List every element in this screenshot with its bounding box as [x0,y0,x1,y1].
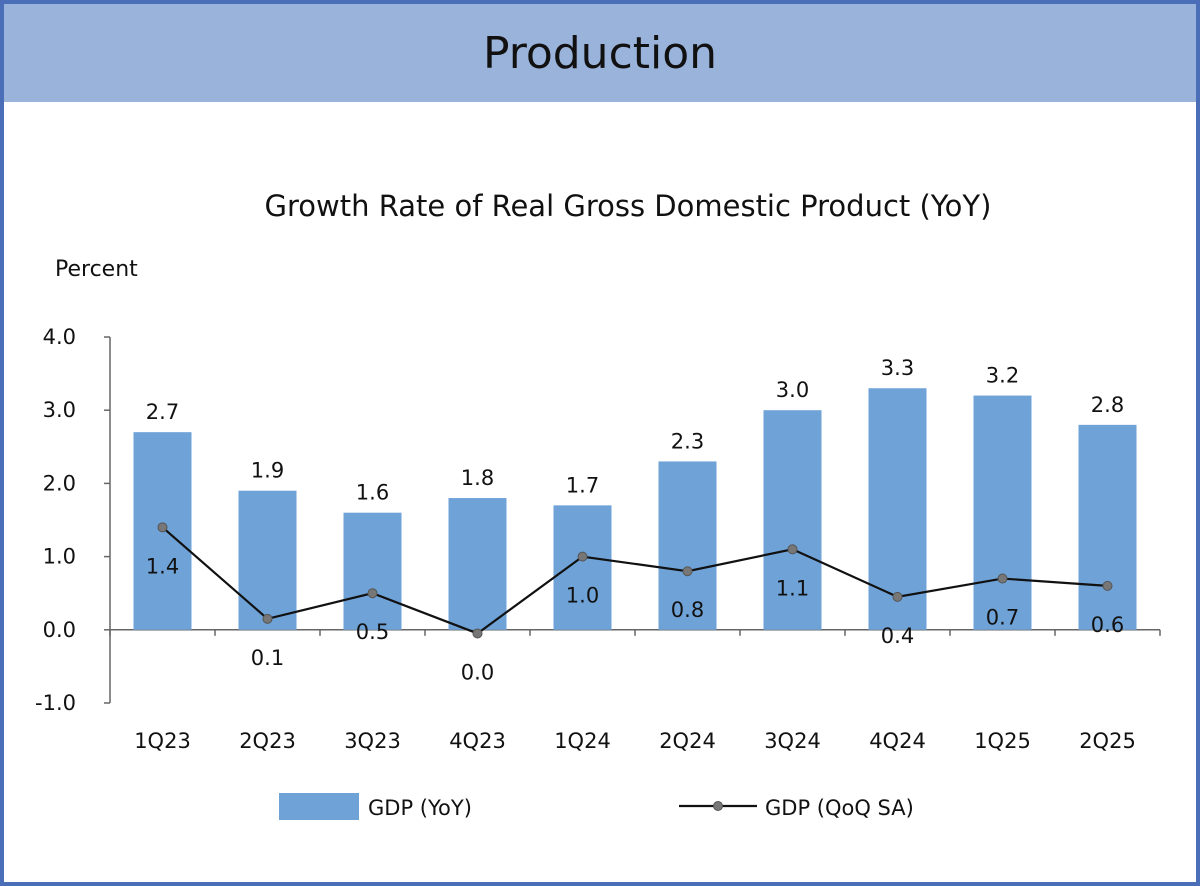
legend-line-marker [713,801,723,811]
bar [1078,424,1137,630]
line-marker [682,566,693,577]
legend-bar-swatch [279,793,359,820]
x-tick-label: 3Q23 [344,729,401,753]
y-axis-label: Percent [55,257,138,282]
x-tick-label: 1Q24 [554,729,611,753]
bar [343,512,402,630]
bar-data-label: 1.8 [461,466,494,490]
qoq-line [161,526,1108,635]
bar-data-label: 3.3 [881,356,914,380]
line-data-label: 0.0 [461,660,494,684]
y-tick-label: 3.0 [43,398,76,422]
bar [448,498,507,630]
line-data-label: 1.4 [146,554,179,578]
bar-data-label: 2.8 [1091,393,1124,417]
legend-line-label: GDP (QoQ SA) [765,796,914,820]
line-data-label: 1.0 [566,584,599,608]
bar [763,410,822,630]
line-marker [157,522,168,533]
bar [868,388,927,630]
bar [973,395,1032,630]
page-title: Production [482,27,718,79]
y-tick-label: 0.0 [43,618,76,642]
x-tick-label: 1Q25 [974,729,1031,753]
bar [238,490,297,630]
line-data-label: 0.5 [356,620,389,644]
x-tick-label: 1Q23 [134,729,191,753]
line-data-label: 0.8 [671,598,704,622]
legend-bar-label: GDP (YoY) [368,796,472,820]
line-series: 1.4 0.1 0.5 0.0 1.0 0.8 1.1 0.4 0.7 0.6 [146,522,1124,684]
line-data-label: 0.4 [881,624,914,648]
axes: 4.0 3.0 2.0 1.0 0.0 -1.0 1Q23 2Q23 3Q23 4Q23 1Q24 2… [35,325,1161,753]
line-data-label: 1.1 [776,576,809,600]
line-data-label: 0.7 [986,606,1019,630]
header-bar: Production [4,4,1196,102]
chart-title: Growth Rate of Real Gross Domestic Produ… [265,189,992,223]
x-tick-label: 4Q23 [449,729,506,753]
bar-data-label: 3.2 [986,364,1019,388]
line-marker [367,588,378,599]
line-data-label: 0.6 [1091,613,1124,637]
bar-data-label: 3.0 [776,378,809,402]
line-marker [787,544,798,555]
line-marker [1102,580,1113,591]
bar-data-label: 1.7 [566,473,599,497]
y-tick-label: 2.0 [43,471,76,495]
line-marker [577,551,588,562]
bar-series: 2.7 1.9 1.6 1.8 1.7 2.3 3.0 3.3 3.2 2.8 [133,356,1137,630]
x-tick-label: 2Q24 [659,729,716,753]
x-tick-label: 2Q23 [239,729,296,753]
bar-data-label: 2.7 [146,400,179,424]
legend: GDP (YoY) GDP (QoQ SA) [279,793,914,820]
line-marker [262,613,273,624]
y-tick-label: 1.0 [43,545,76,569]
x-tick-label: 2Q25 [1079,729,1136,753]
y-tick-label: 4.0 [43,325,76,349]
line-marker [892,591,903,602]
x-tick-label: 4Q24 [869,729,926,753]
line-marker [997,573,1008,584]
bar-data-label: 1.9 [251,459,284,483]
bar [658,461,717,630]
line-data-label: 0.1 [251,646,284,670]
line-marker [472,628,483,639]
bar-data-label: 1.6 [356,481,389,505]
bar [553,505,612,630]
x-tick-label: 3Q24 [764,729,821,753]
y-tick-label: -1.0 [35,691,76,715]
bar-data-label: 2.3 [671,429,704,453]
